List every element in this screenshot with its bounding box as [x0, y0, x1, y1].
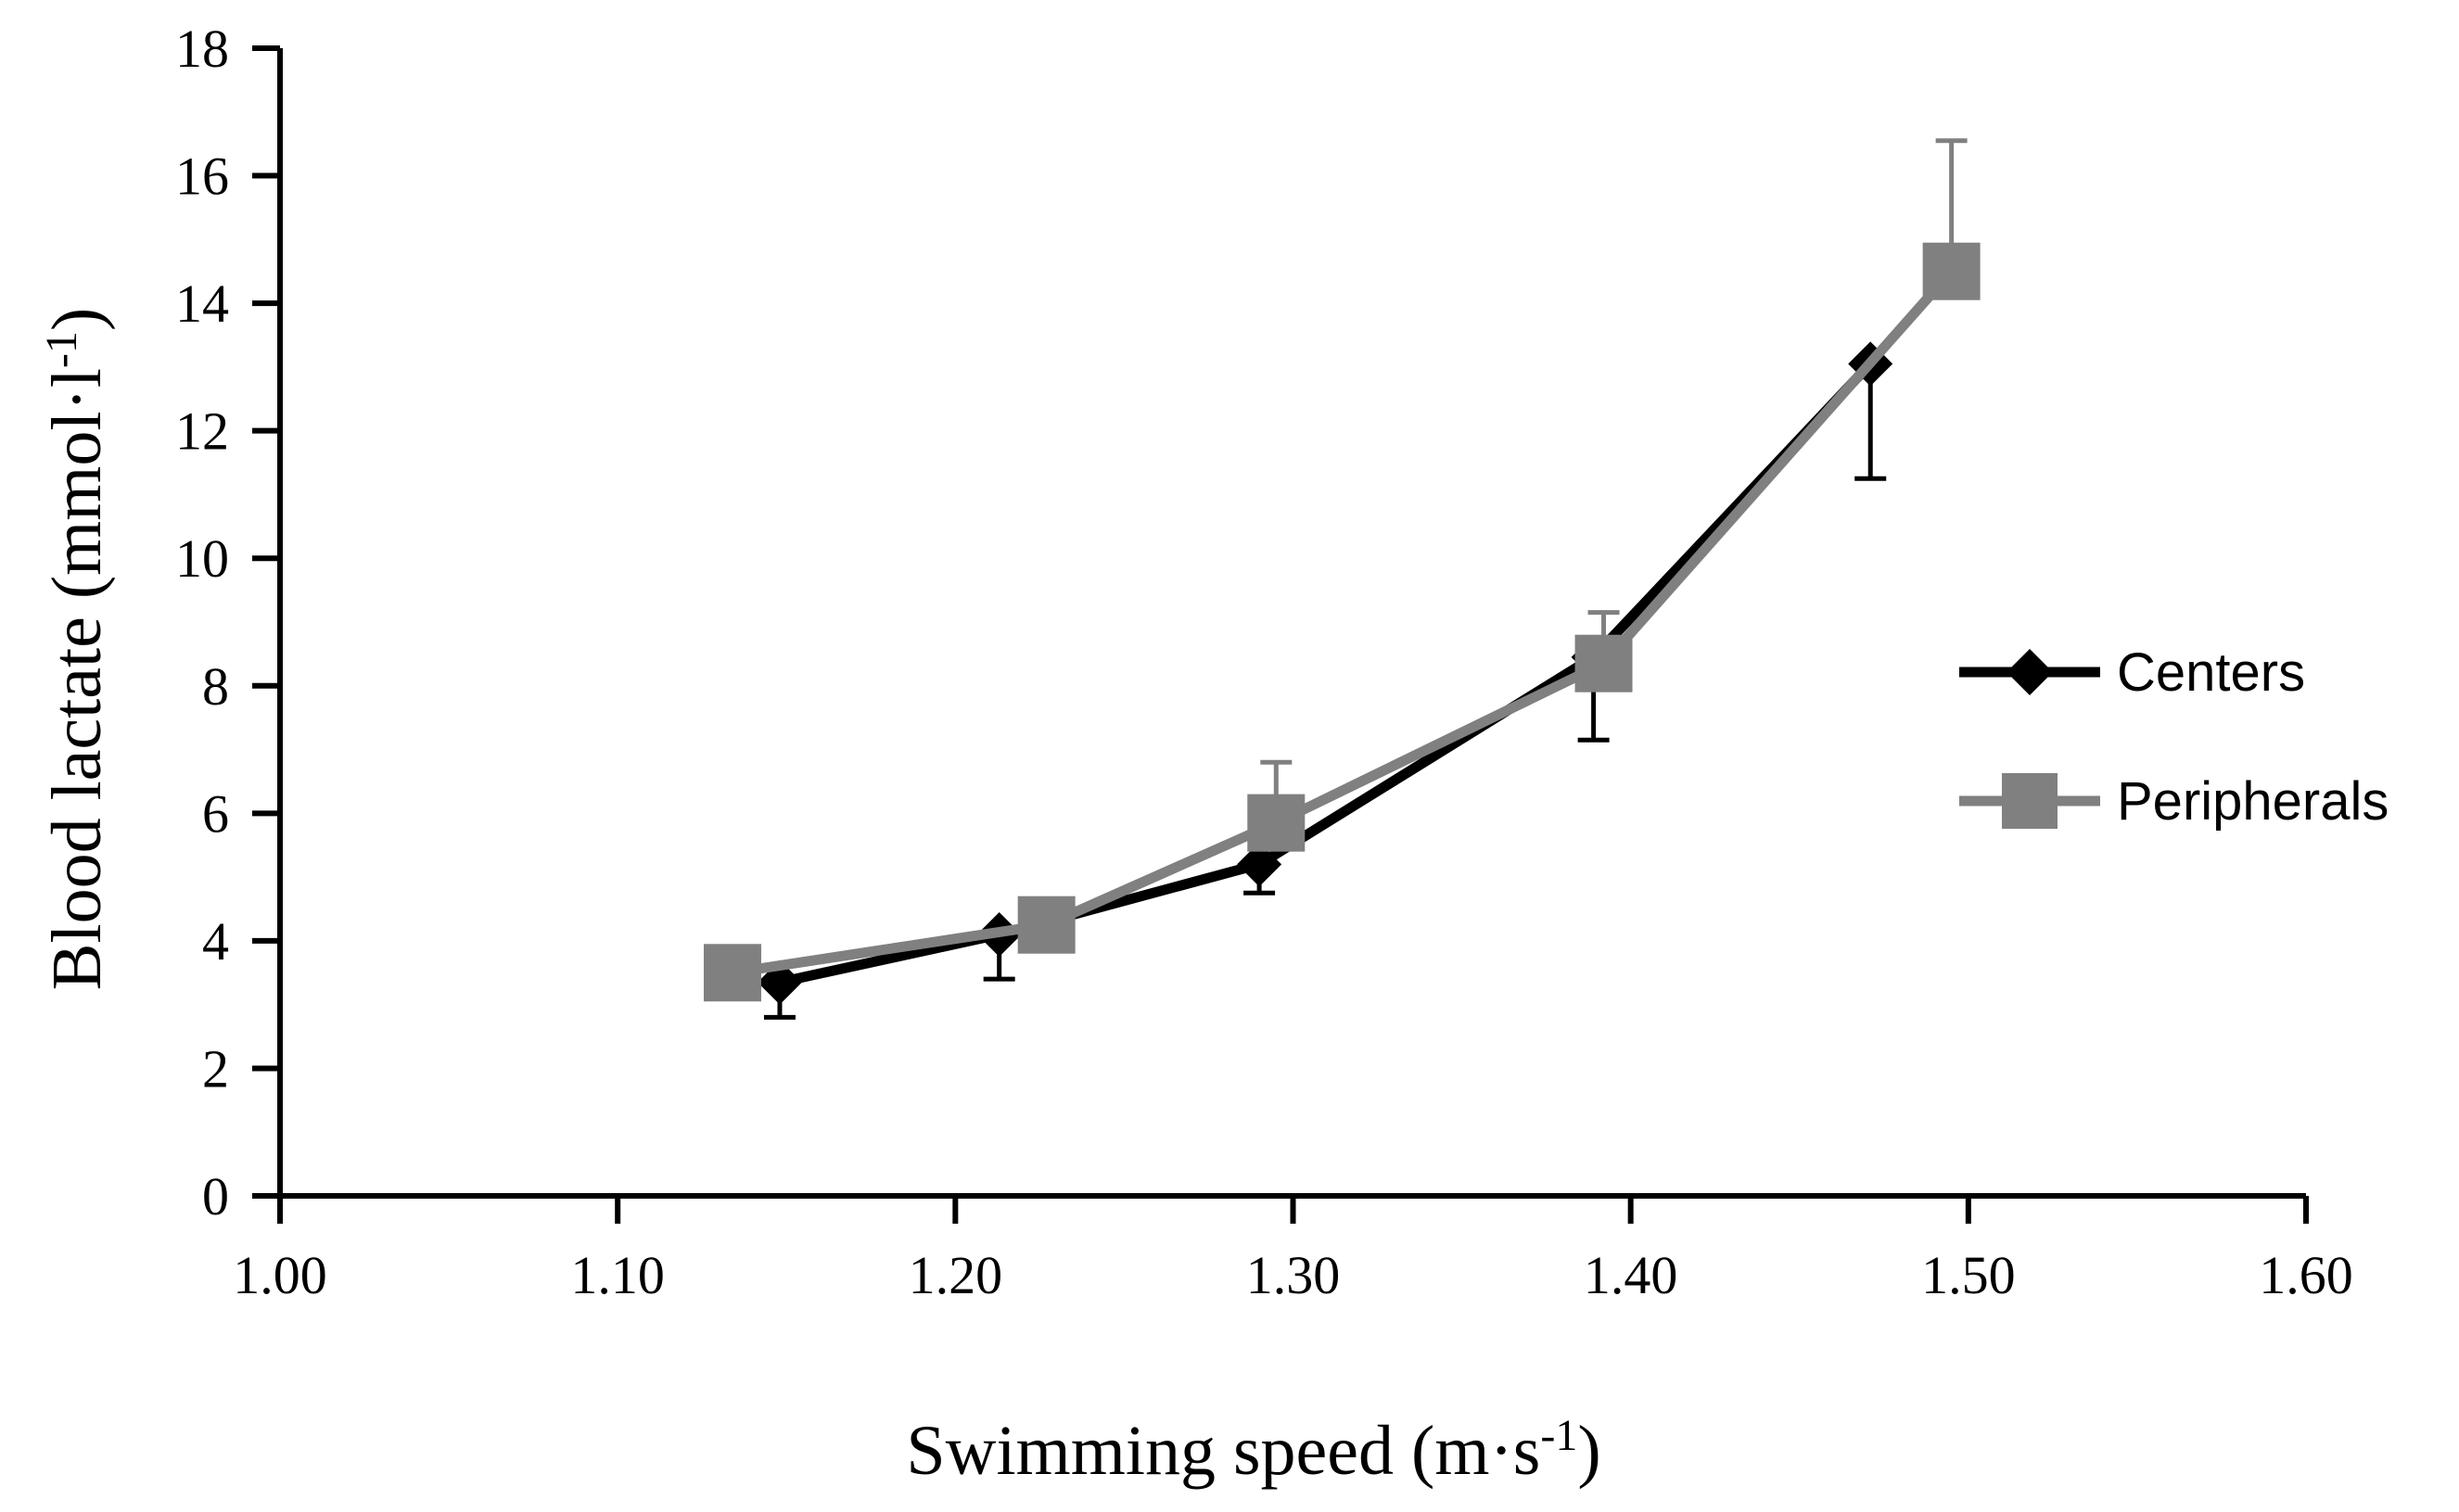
x-axis-title-sup: -1	[1540, 1411, 1577, 1460]
y-axis-title-tail: )	[38, 308, 116, 331]
y-axis-title-main: Blood lactate (mmol·l	[38, 368, 116, 990]
x-axis-title-main: Swimming speed (m·s	[906, 1412, 1540, 1490]
x-tick-label: 1.40	[1584, 1245, 1678, 1305]
y-tick-label: 14	[175, 273, 229, 334]
data-point-peripherals	[1017, 896, 1076, 954]
y-axis-title: Blood lactate (mmol·l-1)	[37, 308, 117, 990]
x-axis-title-tail: )	[1577, 1412, 1600, 1490]
x-tick-label: 1.60	[2259, 1245, 2353, 1305]
y-axis-title-sup: -1	[37, 331, 86, 368]
data-point-centers	[1237, 842, 1282, 887]
legend-marker-peripherals	[2002, 773, 2058, 829]
legend-label-peripherals: Peripherals	[2117, 771, 2389, 832]
y-tick-label: 0	[202, 1166, 229, 1226]
x-tick-label: 1.00	[233, 1245, 327, 1305]
x-tick-label: 1.10	[570, 1245, 665, 1305]
y-tick-label: 16	[175, 146, 229, 207]
series-centers	[757, 341, 1893, 1020]
legend: Centers Peripherals	[1959, 642, 2389, 832]
y-tick-label: 12	[175, 401, 229, 462]
data-point-peripherals	[1247, 794, 1306, 852]
y-tick-label: 18	[175, 19, 229, 79]
y-tick-label: 6	[202, 783, 229, 844]
y-tick-label: 4	[202, 911, 229, 972]
y-tick-label: 2	[202, 1038, 229, 1099]
axes	[277, 48, 2306, 1199]
legend-label-centers: Centers	[2117, 642, 2305, 703]
x-axis-title: Swimming speed (m·s-1)	[906, 1411, 1600, 1491]
legend-item-centers: Centers	[1959, 642, 2305, 703]
legend-item-peripherals: Peripherals	[1959, 771, 2389, 832]
y-tick-label: 10	[175, 528, 229, 589]
x-tick-label: 1.30	[1246, 1245, 1341, 1305]
legend-marker-centers	[2007, 649, 2053, 695]
x-tick-label: 1.20	[909, 1245, 1003, 1305]
data-point-peripherals	[1574, 634, 1633, 692]
y-ticks: 0 2 4 6 8 10 12 14 16 18	[175, 19, 280, 1226]
series-line-peripherals	[732, 268, 1956, 978]
series-line-centers	[778, 360, 1875, 987]
x-tick-label: 1.50	[1921, 1245, 2016, 1305]
series-peripherals	[703, 138, 1981, 1002]
data-point-peripherals	[703, 944, 761, 1002]
series-layer	[703, 138, 1981, 1020]
data-point-peripherals	[1922, 242, 1981, 300]
y-tick-label: 8	[202, 656, 229, 717]
x-ticks: 1.00 1.10 1.20 1.30 1.40 1.50 1.60	[233, 1196, 2353, 1305]
